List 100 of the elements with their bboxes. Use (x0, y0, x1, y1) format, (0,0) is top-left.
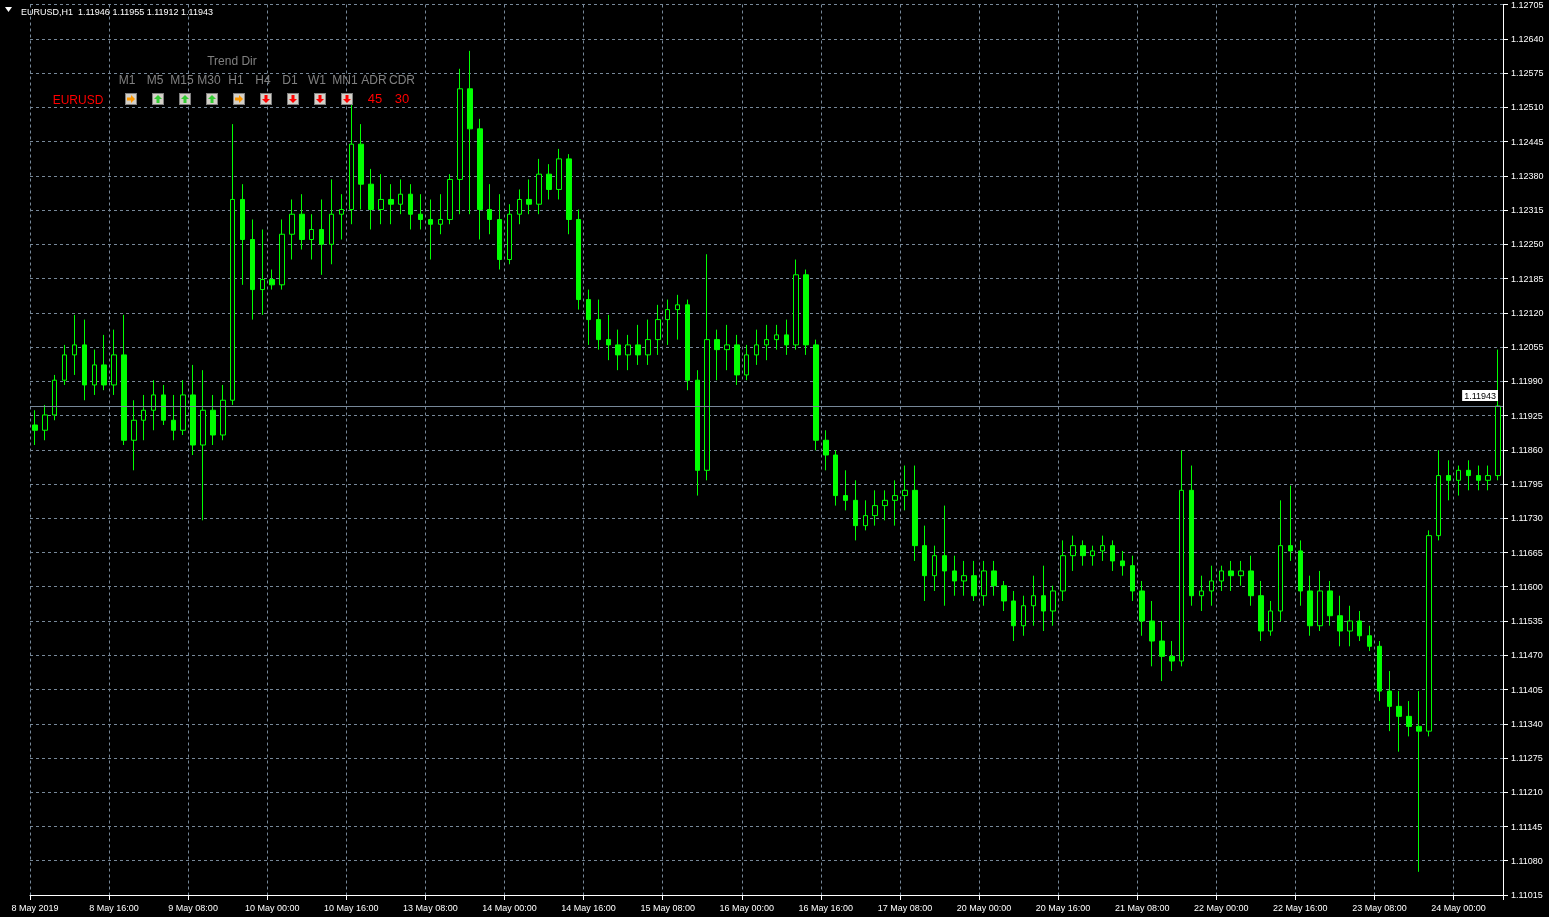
y-tick-label: 1.11210 (1511, 787, 1543, 798)
candlestick (1426, 529, 1432, 737)
y-tick-label: 1.11600 (1511, 581, 1543, 592)
candlestick (1317, 570, 1323, 632)
candlestick (398, 178, 403, 215)
candlestick (1248, 555, 1254, 607)
candlestick (92, 349, 97, 396)
y-tick-label: 1.12380 (1511, 170, 1544, 181)
y-tick-label: 1.12640 (1511, 33, 1544, 44)
y-tick-label: 1.12510 (1511, 102, 1544, 113)
candlestick (1139, 580, 1145, 637)
candlestick (1149, 600, 1155, 667)
candlestick (457, 68, 463, 215)
candlestick (1278, 499, 1283, 622)
annotation: MN1 (332, 73, 358, 87)
y-tick-label: 1.11405 (1511, 684, 1543, 695)
candlestick (190, 364, 196, 456)
x-tick-label: 15 May 08:00 (640, 902, 695, 913)
chart-title: EURUSD,H1 1.11946 1.11955 1.11912 1.11943 (21, 6, 213, 17)
x-tick-label: 17 May 08:00 (877, 902, 933, 913)
candlestick (101, 334, 107, 391)
candlestick (1070, 535, 1076, 572)
candlestick (872, 489, 878, 527)
candlestick (319, 198, 324, 276)
annotation: D1 (282, 73, 298, 87)
annotation: ADR (361, 73, 387, 87)
y-tick-label: 1.12705 (1511, 0, 1544, 10)
candlestick (1288, 485, 1293, 562)
y-tick-label: 1.11925 (1511, 410, 1543, 421)
y-tick-label: 1.12315 (1511, 205, 1544, 215)
annotation: M30 (197, 73, 221, 87)
candlestick (250, 218, 255, 321)
candlestick (1387, 670, 1392, 732)
candlestick (1130, 555, 1135, 602)
x-tick-label: 13 May 08:00 (403, 902, 458, 913)
candlestick (695, 369, 700, 497)
candlestick (635, 324, 641, 366)
candlestick (645, 319, 651, 366)
candlestick (1041, 565, 1046, 632)
candlestick (675, 294, 680, 341)
candlestick (546, 163, 552, 200)
candlestick (269, 269, 275, 291)
candlestick (536, 158, 542, 215)
candlestick (309, 213, 314, 261)
candlestick (1416, 690, 1422, 873)
candlestick (1476, 465, 1481, 491)
candlestick (1219, 565, 1224, 592)
candlestick (279, 218, 285, 291)
candlestick (961, 560, 967, 597)
candlestick (1456, 465, 1461, 497)
candlestick (1228, 560, 1234, 592)
candlestick (724, 324, 730, 371)
x-tick-label: 14 May 16:00 (561, 902, 616, 913)
candlestick (1396, 690, 1402, 753)
candlestick (1258, 580, 1264, 642)
x-tick-label: 23 May 08:00 (1352, 902, 1407, 913)
y-tick-label: 1.12055 (1511, 342, 1544, 352)
candlestick (507, 203, 512, 265)
candlestick (1298, 539, 1303, 607)
candlestick (1466, 459, 1471, 491)
candlestick (82, 319, 87, 401)
candlestick (1050, 585, 1056, 627)
x-tick-label: 20 May 16:00 (1035, 902, 1091, 913)
candlestick (418, 193, 423, 230)
candlestick (131, 399, 137, 471)
annotation: M15 (170, 73, 194, 87)
x-tick-label: 16 May 16:00 (798, 902, 854, 913)
candlestick (1001, 580, 1007, 612)
annotation: M1 (118, 73, 136, 87)
candlestick (1189, 465, 1194, 607)
y-tick-label: 1.11340 (1511, 718, 1543, 729)
y-tick-label: 1.11860 (1511, 444, 1543, 455)
candlestick (665, 299, 670, 346)
y-tick-label: 1.12445 (1511, 136, 1544, 147)
candlestick (151, 379, 156, 431)
candlestick (833, 449, 838, 507)
x-tick-label: 22 May 00:00 (1193, 902, 1249, 913)
candlestick (180, 379, 186, 436)
candlestick (240, 183, 245, 286)
candlestick (289, 198, 295, 261)
candlestick (388, 183, 394, 225)
candlestick (200, 369, 206, 521)
candlestick (1377, 640, 1382, 702)
candlestick (62, 344, 67, 386)
candlestick (803, 269, 809, 356)
x-tick-label: 8 May 16:00 (89, 902, 139, 913)
candlestick (863, 499, 868, 531)
candlestick (823, 429, 829, 471)
candlestick (556, 148, 562, 200)
candlestick (922, 525, 927, 602)
candlestick (764, 324, 769, 361)
candlestick (932, 545, 937, 592)
candlestick (487, 183, 492, 235)
candlestick (32, 409, 38, 446)
candlestick (1031, 575, 1036, 627)
x-tick-label: 14 May 00:00 (482, 902, 537, 913)
x-tick-label: 20 May 00:00 (956, 902, 1012, 913)
candlestick (1307, 575, 1313, 637)
y-tick-label: 1.12185 (1511, 273, 1544, 284)
candlestick (1446, 459, 1451, 501)
